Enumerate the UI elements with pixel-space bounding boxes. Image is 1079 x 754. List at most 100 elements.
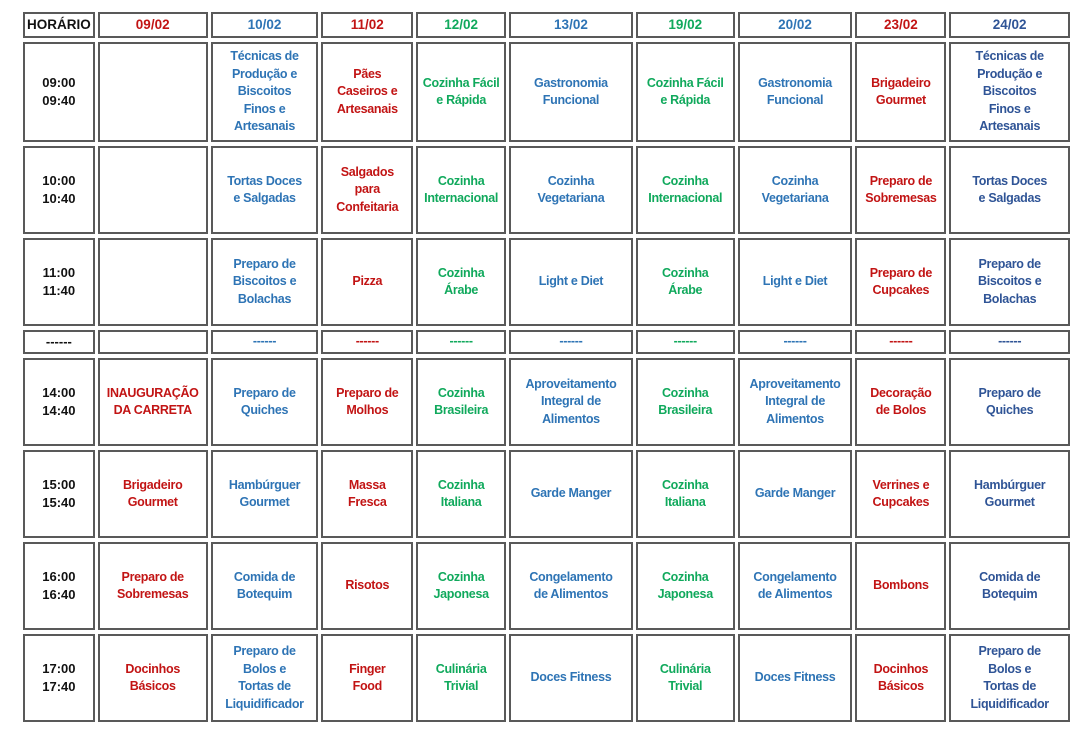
schedule-cell: Massa Fresca: [321, 450, 414, 539]
schedule-cell: Culinária Trivial: [416, 634, 507, 723]
schedule-cell: Cozinha Árabe: [416, 238, 507, 326]
schedule-cell: Técnicas de Produção e Biscoitos Finos e…: [949, 42, 1070, 142]
schedule-row: ------ ------ ------ ------ ------ ------ ----…: [23, 330, 1070, 355]
schedule-cell: Técnicas de Produção e Biscoitos Finos e…: [210, 42, 319, 142]
date-header-20-02: 20/02: [737, 12, 853, 38]
schedule-cell: Congelamento de Alimentos: [509, 542, 633, 631]
schedule-cell: Docinhos Básicos: [855, 634, 947, 723]
schedule-cell: Preparo de Cupcakes: [855, 238, 947, 326]
schedule-cell: Cozinha Internacional: [416, 146, 507, 234]
schedule-row: 14:00 14:40 INAUGURAÇÃO DA CARRETA Preparo…: [23, 358, 1070, 447]
schedule-cell: ------: [737, 330, 853, 355]
schedule-cell: Cozinha Italiana: [635, 450, 735, 539]
schedule-cell: Doces Fitness: [737, 634, 853, 723]
time-cell: 17:00 17:40: [23, 634, 95, 723]
schedule-row: 11:00 11:40 Preparo de Biscoitos e Bolach…: [23, 238, 1070, 326]
time-cell: ------: [23, 330, 95, 355]
time-cell: 14:00 14:40: [23, 358, 95, 447]
date-header-13-02: 13/02: [509, 12, 633, 38]
schedule-cell: Pães Caseiros e Artesanais: [321, 42, 414, 142]
schedule-cell: Culinária Trivial: [635, 634, 735, 723]
header-row: HORÁRIO 09/02 10/02 11/02 12/02 13/02 19/02 20…: [23, 12, 1070, 38]
schedule-cell: Cozinha Japonesa: [416, 542, 507, 631]
time-cell: 16:00 16:40: [23, 542, 95, 631]
schedule-cell: Cozinha Vegetariana: [509, 146, 633, 234]
date-header-19-02: 19/02: [635, 12, 735, 38]
schedule-cell: Brigadeiro Gourmet: [855, 42, 947, 142]
schedule-cell: ------: [509, 330, 633, 355]
schedule-row: 09:00 09:40 Técnicas de Produção e Biscoi…: [23, 42, 1070, 142]
schedule-cell: Preparo de Quiches: [210, 358, 319, 447]
schedule-cell: Cozinha Internacional: [635, 146, 735, 234]
schedule-cell: ------: [949, 330, 1070, 355]
schedule-cell: Cozinha Brasileira: [635, 358, 735, 447]
time-cell: 15:00 15:40: [23, 450, 95, 539]
schedule-cell: Verrines e Cupcakes: [855, 450, 947, 539]
schedule-cell: Preparo de Sobremesas: [97, 542, 208, 631]
schedule-cell: Comida de Botequim: [949, 542, 1070, 631]
schedule-cell: Cozinha Brasileira: [416, 358, 507, 447]
schedule-cell: Light e Diet: [509, 238, 633, 326]
schedule-cell: Preparo de Molhos: [321, 358, 414, 447]
schedule-cell: Cozinha Vegetariana: [737, 146, 853, 234]
schedule-cell: Cozinha Fácil e Rápida: [635, 42, 735, 142]
date-header-12-02: 12/02: [416, 12, 507, 38]
schedule-cell: ------: [210, 330, 319, 355]
schedule-cell: Cozinha Fácil e Rápida: [416, 42, 507, 142]
schedule-cell: ------: [321, 330, 414, 355]
time-cell: 10:00 10:40: [23, 146, 95, 234]
schedule-cell: Tortas Doces e Salgadas: [210, 146, 319, 234]
schedule-cell: Light e Diet: [737, 238, 853, 326]
schedule-row: 15:00 15:40 Brigadeiro Gourmet Hambúrguer …: [23, 450, 1070, 539]
schedule-cell: ------: [635, 330, 735, 355]
schedule-cell: Preparo de Quiches: [949, 358, 1070, 447]
schedule-cell: ------: [855, 330, 947, 355]
schedule-cell: Garde Manger: [737, 450, 853, 539]
schedule-cell: ------: [416, 330, 507, 355]
schedule-cell: Gastronomia Funcional: [737, 42, 853, 142]
schedule-cell: Preparo de Biscoitos e Bolachas: [949, 238, 1070, 326]
date-header-09-02: 09/02: [97, 12, 208, 38]
schedule-cell: Decoração de Bolos: [855, 358, 947, 447]
schedule-cell: Docinhos Básicos: [97, 634, 208, 723]
schedule-cell: Aproveitamento Integral de Alimentos: [509, 358, 633, 447]
schedule-row: 10:00 10:40 Tortas Doces e Salgadas Salgad…: [23, 146, 1070, 234]
time-cell: 11:00 11:40: [23, 238, 95, 326]
schedule-cell: Preparo de Biscoitos e Bolachas: [210, 238, 319, 326]
schedule-cell: Aproveitamento Integral de Alimentos: [737, 358, 853, 447]
schedule-cell: Doces Fitness: [509, 634, 633, 723]
schedule-cell: [97, 42, 208, 142]
schedule-cell: INAUGURAÇÃO DA CARRETA: [97, 358, 208, 447]
schedule-cell: Gastronomia Funcional: [509, 42, 633, 142]
schedule-cell: Finger Food: [321, 634, 414, 723]
schedule-cell: Risotos: [321, 542, 414, 631]
schedule-cell: Garde Manger: [509, 450, 633, 539]
schedule-cell: Bombons: [855, 542, 947, 631]
schedule-row: 16:00 16:40 Preparo de Sobremesas Comida d…: [23, 542, 1070, 631]
date-header-10-02: 10/02: [210, 12, 319, 38]
schedule-cell: Cozinha Árabe: [635, 238, 735, 326]
date-header-23-02: 23/02: [855, 12, 947, 38]
schedule-cell: Congelamento de Alimentos: [737, 542, 853, 631]
date-header-11-02: 11/02: [321, 12, 414, 38]
schedule-cell: Pizza: [321, 238, 414, 326]
schedule-cell: Tortas Doces e Salgadas: [949, 146, 1070, 234]
schedule-cell: [97, 330, 208, 355]
date-header-24-02: 24/02: [949, 12, 1070, 38]
schedule-cell: Preparo de Bolos e Tortas de Liquidifica…: [210, 634, 319, 723]
schedule-cell: Salgados para Confeitaria: [321, 146, 414, 234]
schedule-cell: Preparo de Sobremesas: [855, 146, 947, 234]
schedule-cell: [97, 238, 208, 326]
schedule-cell: Hambúrguer Gourmet: [949, 450, 1070, 539]
schedule-table: HORÁRIO 09/02 10/02 11/02 12/02 13/02 19/02 20…: [20, 8, 1073, 726]
schedule-cell: Cozinha Italiana: [416, 450, 507, 539]
schedule-row: 17:00 17:40 Docinhos Básicos Preparo de Bo…: [23, 634, 1070, 723]
schedule-cell: [97, 146, 208, 234]
schedule-cell: Brigadeiro Gourmet: [97, 450, 208, 539]
schedule-cell: Hambúrguer Gourmet: [210, 450, 319, 539]
schedule-cell: Preparo de Bolos e Tortas de Liquidifica…: [949, 634, 1070, 723]
schedule-cell: Cozinha Japonesa: [635, 542, 735, 631]
time-column-header: HORÁRIO: [23, 12, 95, 38]
schedule-cell: Comida de Botequim: [210, 542, 319, 631]
